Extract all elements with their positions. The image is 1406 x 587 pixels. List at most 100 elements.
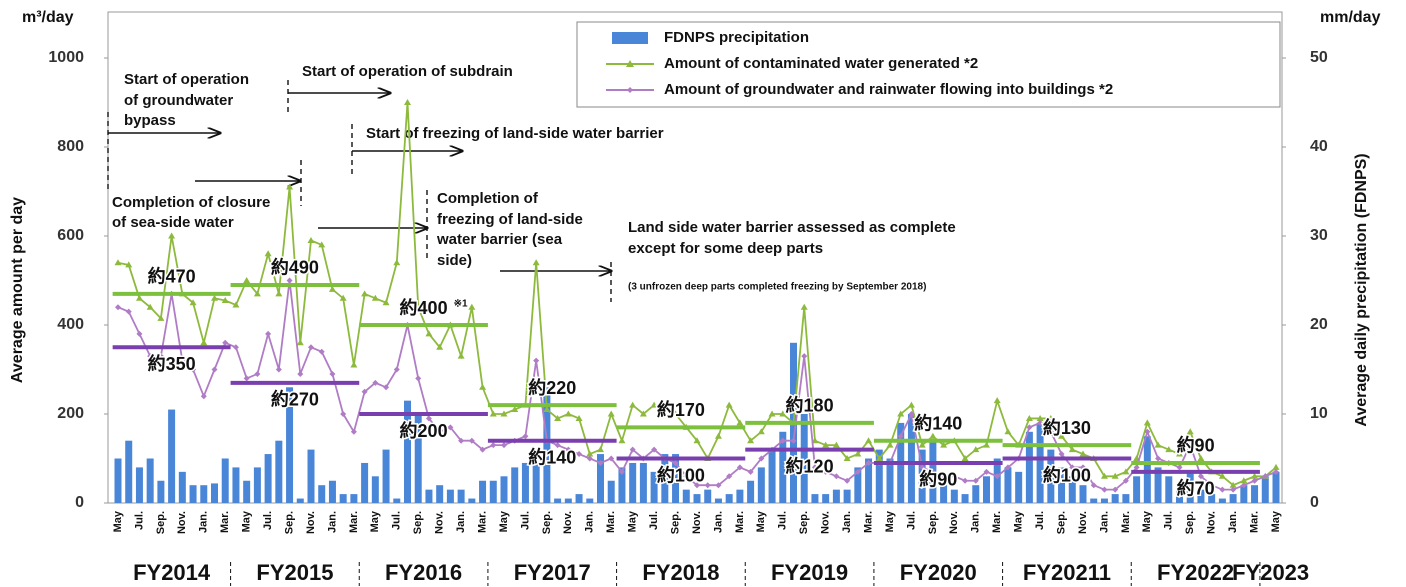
marker <box>479 446 486 453</box>
bar <box>757 467 765 503</box>
marker <box>297 370 304 377</box>
bar <box>661 454 669 503</box>
bar <box>618 467 626 503</box>
bar <box>264 454 272 503</box>
marker <box>200 339 208 346</box>
marker <box>1262 473 1269 480</box>
x-tick-label: Jan. <box>712 511 724 533</box>
marker <box>1025 414 1033 421</box>
bar <box>629 462 637 503</box>
marker <box>211 294 218 301</box>
average-label: 約470 <box>148 266 196 287</box>
fiscal-year-label: FY2017 <box>514 560 591 585</box>
annotation: Start of operation <box>124 71 249 88</box>
marker <box>736 419 744 426</box>
marker <box>1229 481 1237 488</box>
bar <box>575 494 583 503</box>
average-label: 約90 <box>919 469 957 490</box>
marker <box>757 428 765 435</box>
fiscal-year-label: FY2020 <box>900 560 977 585</box>
marker <box>693 437 701 444</box>
y-tick-label: 600 <box>57 227 84 244</box>
average-note: ※1 <box>454 299 468 310</box>
marker <box>243 277 251 283</box>
marker <box>522 433 529 440</box>
bar <box>489 480 497 503</box>
fiscal-year-label: FY2019 <box>771 560 848 585</box>
legend-box <box>576 21 1281 108</box>
bar <box>414 414 422 503</box>
bar <box>543 387 551 503</box>
bar <box>1218 498 1226 503</box>
marker <box>554 414 562 421</box>
marker <box>919 464 926 471</box>
bar <box>1272 471 1280 503</box>
bar <box>672 454 680 503</box>
marker <box>940 473 947 480</box>
average-label: 約270 <box>271 389 319 410</box>
y-tick-label: 0 <box>75 494 84 511</box>
marker <box>425 330 433 337</box>
bar <box>511 467 519 503</box>
y2-tick-label: 0 <box>1310 494 1319 511</box>
bar <box>318 485 326 503</box>
x-tick-label: Jul. <box>648 511 660 530</box>
fiscal-year-label: FY2014 <box>133 560 211 585</box>
marker <box>608 455 615 462</box>
x-tick-label: Jul. <box>1034 511 1046 530</box>
x-tick-label: Jul. <box>1163 511 1175 530</box>
bar <box>639 462 647 503</box>
y-tick-label: 200 <box>57 405 84 422</box>
bar <box>886 458 894 503</box>
fiscal-year-label: FY2022 <box>1157 560 1234 585</box>
marker <box>1219 486 1226 493</box>
bar <box>1090 498 1098 503</box>
marker <box>1069 464 1076 471</box>
bar <box>961 494 969 503</box>
x-tick-label: Jul. <box>391 511 403 530</box>
bar <box>682 489 690 503</box>
bar <box>907 414 915 503</box>
marker <box>747 468 754 475</box>
bar <box>479 480 487 503</box>
marker <box>296 339 304 346</box>
marker <box>350 361 358 368</box>
bar <box>1068 476 1076 503</box>
fiscal-year-label: FY2016 <box>385 560 462 585</box>
average-label: 約70 <box>1177 478 1215 499</box>
bar <box>211 483 218 503</box>
marker <box>725 401 733 408</box>
marker <box>1251 472 1259 479</box>
legend-marker <box>626 60 634 67</box>
bar <box>950 489 958 503</box>
bar <box>854 467 862 503</box>
bar <box>328 480 336 503</box>
y-tick-label: 400 <box>57 316 84 333</box>
x-tick-label: Mar. <box>476 511 488 533</box>
marker <box>1230 486 1237 493</box>
bar <box>221 458 229 503</box>
marker <box>1122 477 1129 484</box>
marker <box>1240 482 1247 489</box>
bar <box>725 494 733 503</box>
average-label: 約180 <box>786 395 834 416</box>
marker <box>328 285 336 292</box>
bar <box>521 462 529 503</box>
bar <box>361 462 369 503</box>
marker <box>875 455 883 461</box>
fiscal-year-label: FY2023 <box>1232 560 1309 585</box>
average-label: 約350 <box>148 353 196 374</box>
x-tick-label: Mar. <box>219 511 231 533</box>
x-tick-label: Mar. <box>862 511 874 533</box>
bar <box>736 489 744 503</box>
marker <box>190 366 197 373</box>
marker <box>157 314 165 321</box>
bar <box>307 449 315 503</box>
bar <box>1122 494 1130 503</box>
left-unit: m³/day <box>22 9 74 26</box>
x-tick-label: Nov. <box>562 511 574 534</box>
annotation: of sea-side water <box>112 214 234 231</box>
marker <box>254 370 261 377</box>
marker <box>790 437 797 444</box>
legend-label: Amount of groundwater and rainwater flow… <box>664 81 1113 98</box>
